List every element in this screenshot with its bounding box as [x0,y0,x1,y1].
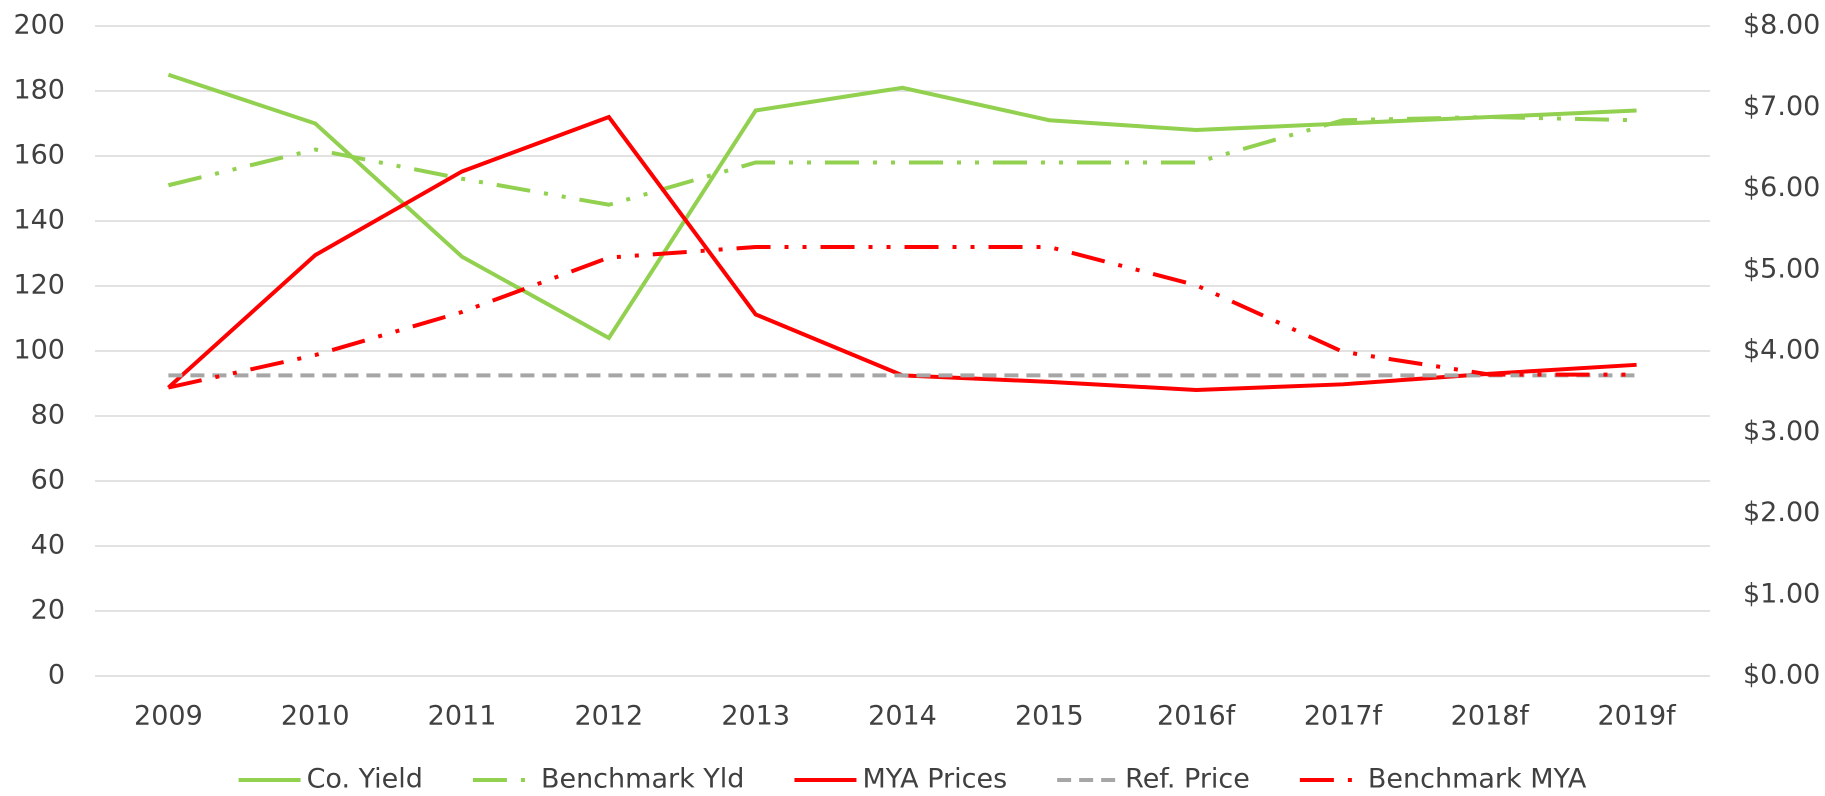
y-tick-label: 20 [31,595,65,626]
y-tick-label: 160 [13,140,65,171]
series-line [167,245,1637,390]
y2-tick-label: $6.00 [1743,172,1820,203]
y2-tick-label: $0.00 [1743,660,1820,691]
y2-tick-label: $1.00 [1743,578,1820,609]
y-tick-label: 120 [13,270,65,301]
series-line [167,114,1637,393]
y2-tick-label: $7.00 [1743,91,1820,122]
x-tick-label: 2012 [575,701,644,732]
y2-tick-label: $2.00 [1743,497,1820,528]
x-tick-label: 2011 [428,701,497,732]
y2-tick-label: $5.00 [1743,253,1820,284]
legend-label: Ref. Price [1125,764,1250,795]
y2-tick-label: $4.00 [1743,335,1820,366]
x-tick-label: 2013 [721,701,790,732]
y-tick-label: 140 [13,205,65,236]
y-tick-label: 60 [31,465,65,496]
x-tick-label: 2015 [1015,701,1084,732]
series-line [167,72,1637,341]
y-tick-label: 80 [31,400,65,431]
x-tick-label: 2014 [868,701,937,732]
y-tick-label: 200 [13,10,65,41]
x-tick-label: 2019f [1597,701,1677,732]
y2-tick-label: $3.00 [1743,416,1820,447]
y-tick-label: 40 [31,530,65,561]
y-tick-label: 180 [13,75,65,106]
legend-label: Benchmark Yld [541,764,745,795]
legend-label: Co. Yield [307,764,423,795]
x-tick-label: 2010 [281,701,350,732]
x-tick-label: 2009 [134,701,203,732]
series-line [167,114,1637,207]
legend-label: MYA Prices [862,764,1007,795]
x-tick-label: 2017f [1304,701,1384,732]
x-tick-label: 2016f [1157,701,1237,732]
legend-label: Benchmark MYA [1368,764,1587,795]
y2-tick-label: $8.00 [1743,10,1820,41]
y-tick-label: 100 [13,335,65,366]
y-tick-label: 0 [48,660,65,691]
x-tick-label: 2018f [1451,701,1531,732]
